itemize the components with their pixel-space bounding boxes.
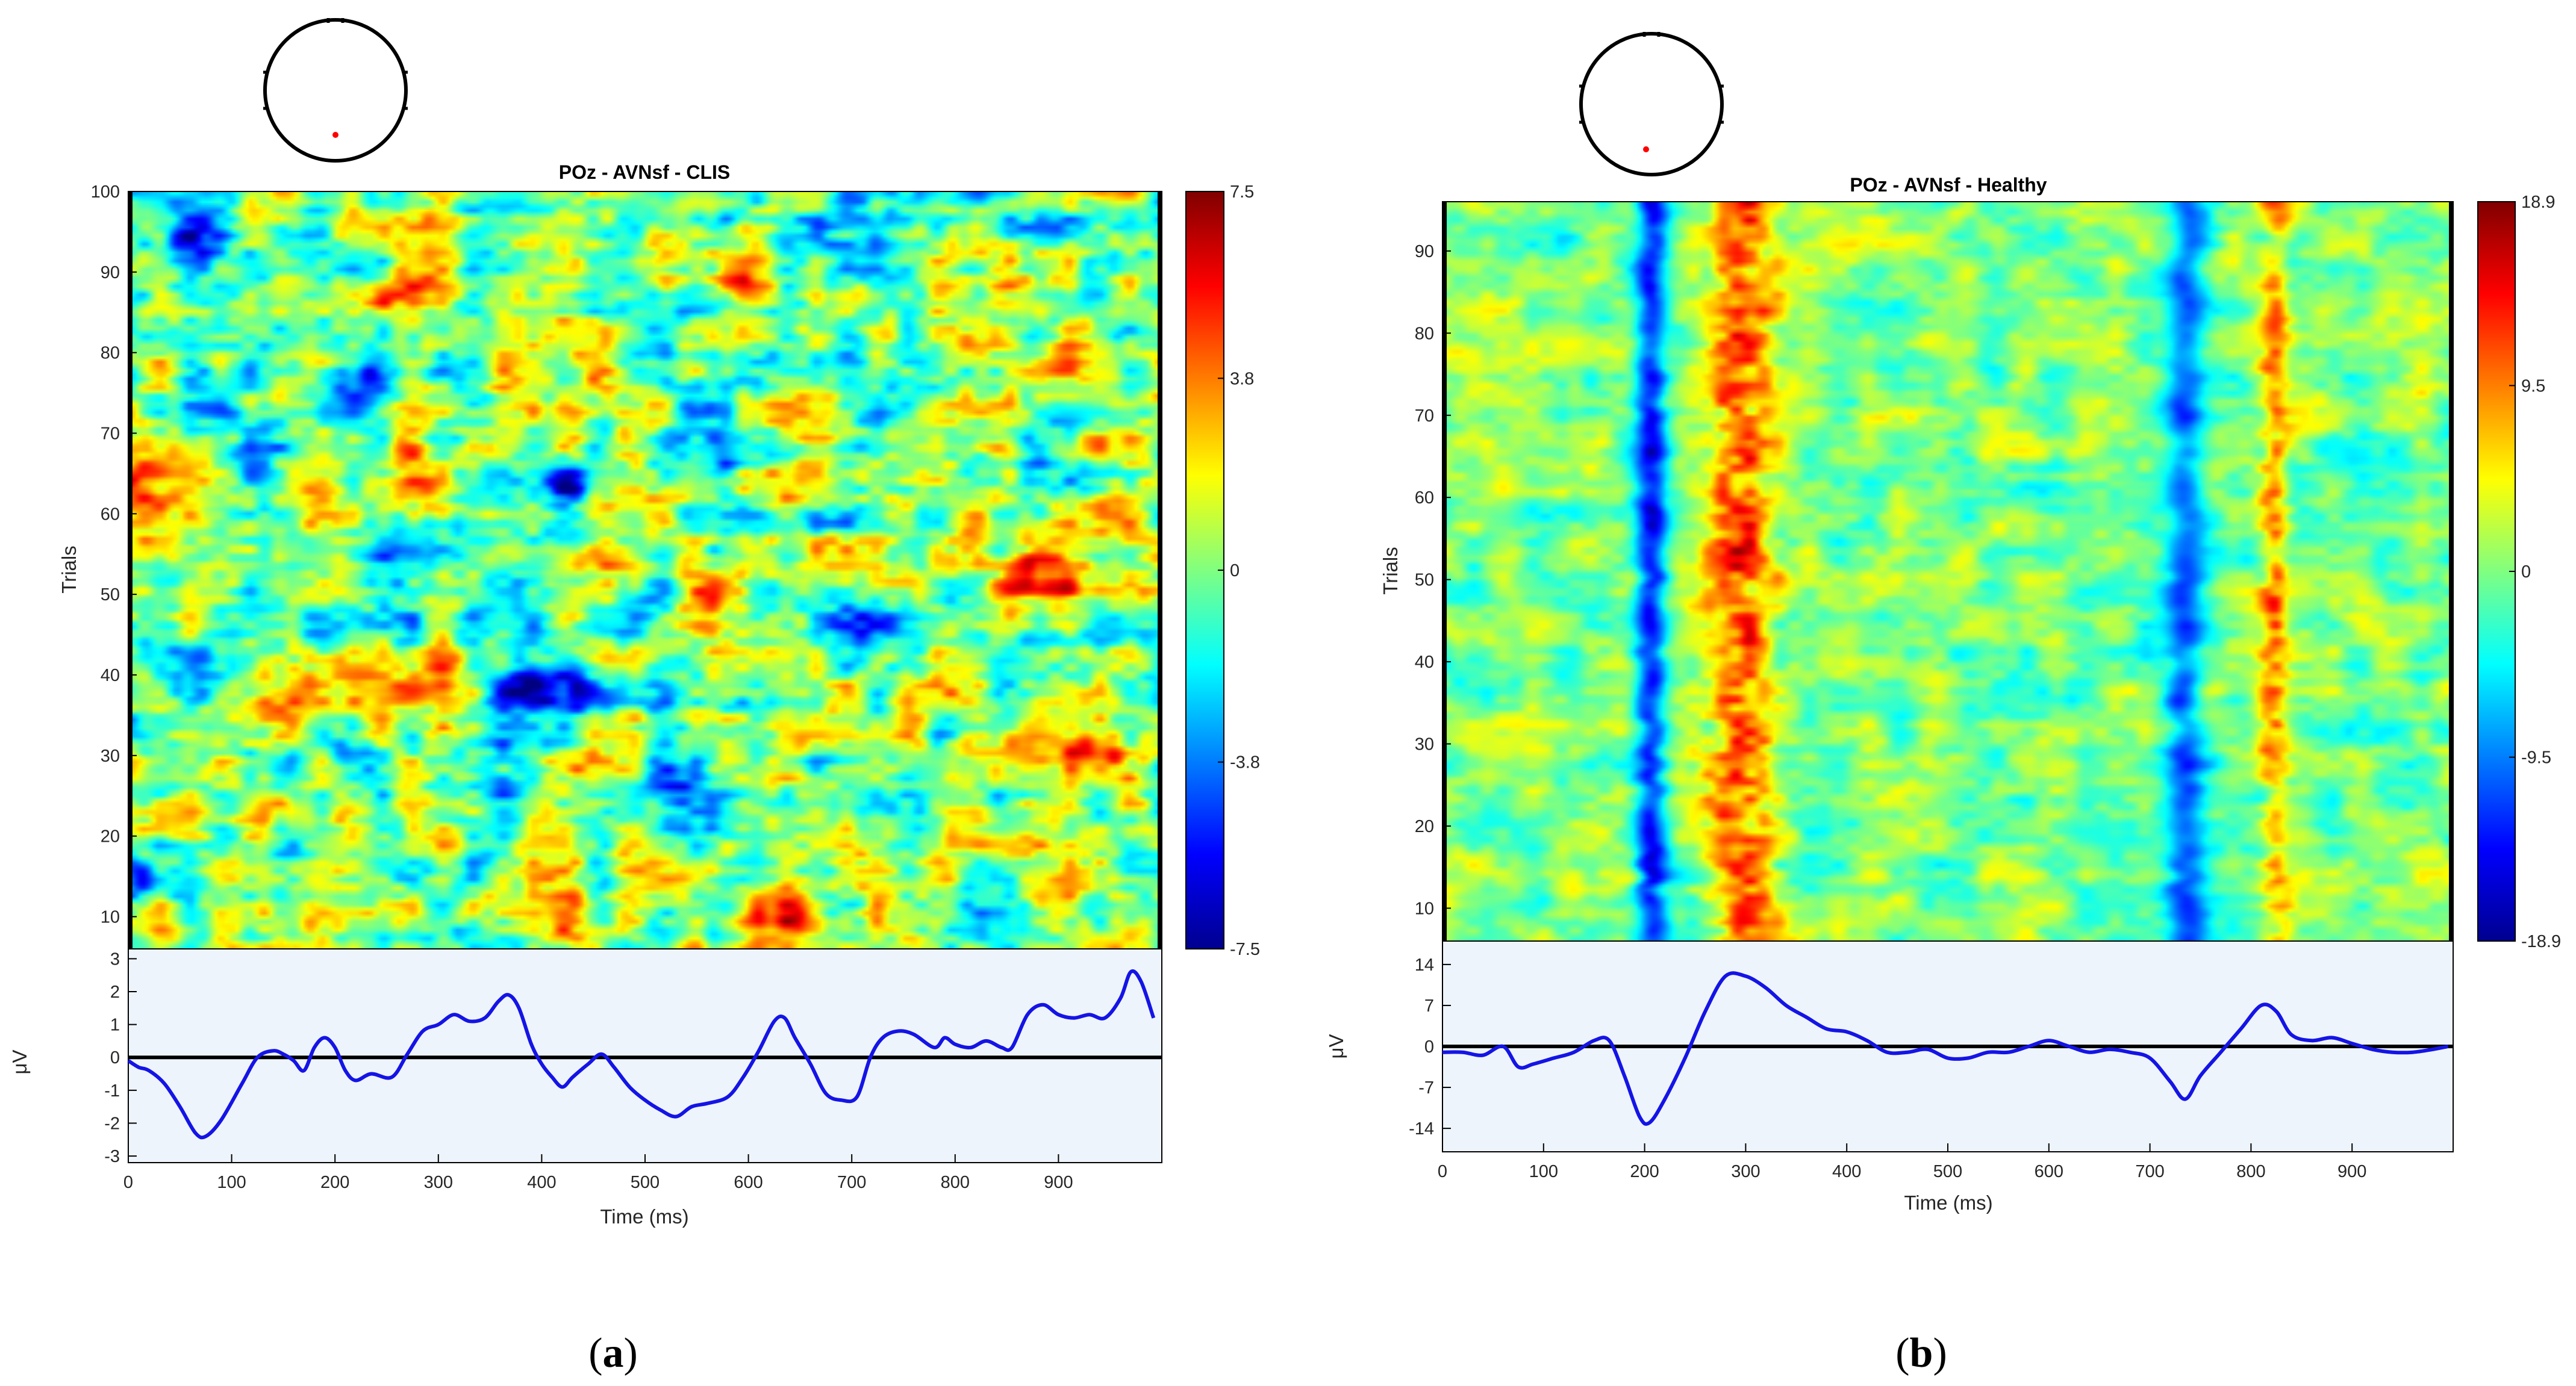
x-axis-label: Time (ms) [1904,1192,1992,1214]
x-tick-label: 400 [527,1173,556,1192]
x-tick-label: 800 [941,1173,970,1192]
y-tick-label: 80 [101,344,120,363]
scalp-map-icon [263,18,408,163]
erp-y-tick-label: 7 [1424,996,1434,1016]
erp-y-tick-label: -14 [1409,1119,1434,1139]
x-tick-label: 0 [1438,1162,1447,1181]
y-tick-label: 40 [1415,653,1434,672]
erp-y-tick-label: 0 [1424,1037,1434,1057]
colorbar-tick-label: -7.5 [1230,940,1260,959]
y-tick-label: 40 [101,666,120,685]
y-tick-label: 50 [1415,571,1434,590]
colorbar: 7.5 3.8 0 -3.8 -7.5 [1185,182,1260,959]
erp-y-axis-label: μV [8,1049,31,1074]
x-tick-label: 500 [1933,1162,1962,1181]
heatmap-raster [128,191,1162,949]
erp-y-tick-label: -3 [104,1147,120,1166]
colorbar-tick-label: -3.8 [1230,753,1260,772]
colorbar: 18.9 9.5 0 -9.5 -18.9 [2477,193,2561,951]
erp-y-tick-label: 14 [1415,956,1434,975]
panel-a: POz - AVNsf - CLIS 102030405060708090100… [8,18,1260,1376]
erp-y-tick-label: 2 [110,983,120,1002]
y-axis-label: Trials [1379,547,1402,594]
colorbar-tick-label: 7.5 [1230,182,1254,202]
y-tick-label: 80 [1415,324,1434,343]
y-tick-label: 10 [1415,899,1434,918]
erp-series-line [127,969,1156,1140]
colorbar-tick-label: 18.9 [2521,193,2555,212]
y-tick-label: 70 [101,424,120,443]
electrode-dot [1643,146,1649,152]
heatmap-raster [1442,202,2453,941]
electrode-dot [332,132,338,138]
scalp-map-icon [1579,32,1724,176]
erp-y-tick-label: 1 [110,1016,120,1035]
y-tick-label: 100 [91,182,120,202]
x-tick-label: 200 [320,1173,349,1192]
x-tick-label: 900 [2337,1162,2366,1181]
x-tick-label: 400 [1832,1162,1861,1181]
x-tick-label: 300 [424,1173,453,1192]
x-tick-label: 100 [1529,1162,1558,1181]
x-tick-label: 600 [734,1173,763,1192]
chart-title: POz - AVNsf - CLIS [559,161,730,183]
panel-b: POz - AVNsf - Healthy 102030405060708090… [1325,32,2561,1376]
chart-title: POz - AVNsf - Healthy [1850,174,2047,196]
y-tick-label: 50 [101,585,120,604]
x-tick-label: 0 [123,1173,133,1192]
panel-label-a: (a) [588,1330,638,1376]
erpimage-heatmap: 10 20 30 40 50 60 70 80 90 100 [91,182,1162,949]
y-tick-label: 10 [101,907,120,927]
erpimage-heatmap: 10 20 30 40 50 60 70 80 90 [1415,201,2454,942]
x-tick-label: 500 [631,1173,660,1192]
x-tick-label: 100 [217,1173,246,1192]
y-tick-label: 90 [1415,242,1434,261]
colorbar-tick-label: -9.5 [2521,748,2551,768]
panel-label-b: (b) [1895,1330,1947,1376]
colorbar-tick-label: -18.9 [2521,932,2561,951]
x-tick-label: 600 [2035,1162,2063,1181]
x-tick-label: 900 [1044,1173,1073,1192]
colorbar-tick-label: 0 [2521,562,2531,582]
x-tick-label: 300 [1731,1162,1760,1181]
erp-y-tick-label: -1 [104,1081,120,1101]
y-tick-label: 30 [1415,735,1434,754]
x-axis-label: Time (ms) [600,1205,688,1228]
colorbar-tick-label: 9.5 [2521,376,2545,396]
erp-y-tick-label: -2 [104,1114,120,1133]
colorbar-tick-label: 3.8 [1230,369,1254,388]
x-tick-label: 200 [1630,1162,1659,1181]
y-axis-label: Trials [58,545,80,593]
erp-series-line [1442,971,2449,1126]
erp-y-tick-label: -7 [1418,1078,1434,1098]
erp-y-axis-label: μV [1325,1034,1347,1058]
y-tick-label: 20 [101,827,120,847]
x-tick-label: 700 [2135,1162,2164,1181]
erp-y-tick-label: 0 [110,1048,120,1067]
y-tick-label: 60 [1415,488,1434,508]
colorbar-tick-label: 0 [1230,561,1240,580]
y-tick-label: 30 [101,747,120,766]
y-tick-label: 70 [1415,406,1434,426]
x-tick-label: 700 [837,1173,866,1192]
y-tick-label: 60 [101,505,120,524]
erp-y-tick-label: 3 [110,949,120,969]
x-tick-label: 800 [2236,1162,2265,1181]
y-tick-label: 90 [101,263,120,282]
erp-plot: 14 7 0 -7 -14 0 100 200 300 400 500 600 700 800 900 [1409,940,2454,1181]
y-tick-label: 20 [1415,817,1434,836]
